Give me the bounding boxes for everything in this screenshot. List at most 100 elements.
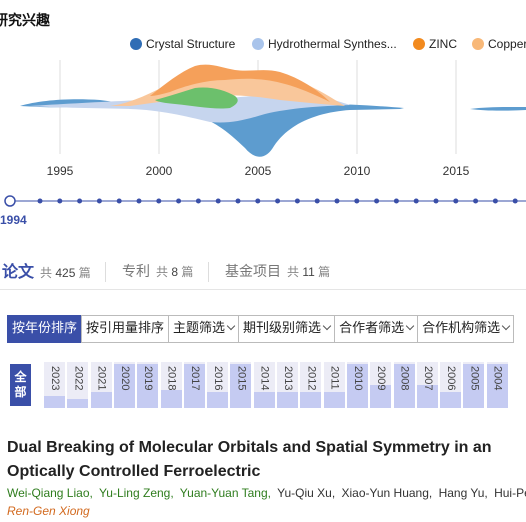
year-filter-2008[interactable]: 2008: [393, 362, 415, 408]
year-count-bar: [113, 364, 135, 408]
timeline-dot[interactable]: [37, 198, 43, 204]
paper-authors: Wei-Qiang Liao, Yu-Ling Zeng, Yuan-Yuan …: [7, 486, 526, 502]
year-count-bar: [160, 390, 182, 408]
timeline-dot[interactable]: [473, 198, 479, 204]
legend-dot-icon: [252, 38, 264, 50]
author-link[interactable]: Wei-Qiang Liao,: [7, 486, 93, 500]
axis-tick-2005: 2005: [245, 164, 272, 178]
tab-patents[interactable]: 专利 共 8 篇: [122, 261, 193, 289]
year-filter-2012[interactable]: 2012: [300, 362, 322, 408]
timeline-dot[interactable]: [136, 198, 142, 204]
timeline-dot[interactable]: [374, 198, 380, 204]
legend-item-hydrothermal[interactable]: Hydrothermal Synthes...: [252, 37, 397, 51]
year-count-bar: [67, 399, 89, 408]
year-filter-2009[interactable]: 2009: [370, 362, 392, 408]
year-filter-2015[interactable]: 2015: [230, 362, 252, 408]
year-filter-2023[interactable]: 2023: [44, 362, 65, 408]
legend-label: Hydrothermal Synthes...: [268, 37, 397, 51]
year-filter-2021[interactable]: 2021: [90, 362, 112, 408]
timeline-handle[interactable]: [4, 195, 16, 207]
year-filter-2018[interactable]: 2018: [160, 362, 182, 408]
legend-dot-icon: [472, 38, 484, 50]
year-filter-2020[interactable]: 2020: [113, 362, 135, 408]
timeline-dot[interactable]: [413, 198, 419, 204]
timeline-dot[interactable]: [512, 198, 518, 204]
year-label: 2011: [328, 366, 341, 390]
year-all-label-top: 全: [14, 370, 27, 384]
year-filter-2006[interactable]: 2006: [440, 362, 462, 408]
timeline-dot[interactable]: [433, 198, 439, 204]
author-link[interactable]: Hui-Peng: [494, 486, 526, 500]
timeline-dot[interactable]: [116, 198, 122, 204]
year-filter-2010[interactable]: 2010: [346, 362, 368, 408]
timeline-dot[interactable]: [96, 198, 102, 204]
sort-by-citation-button[interactable]: 按引用量排序: [81, 315, 170, 343]
year-label: 2022: [72, 366, 85, 391]
stream-zinc[interactable]: [150, 64, 330, 102]
author-link[interactable]: Yu-Ling Zeng,: [98, 486, 174, 500]
year-filter-2017[interactable]: 2017: [183, 362, 205, 408]
timeline-dot[interactable]: [393, 198, 399, 204]
year-label: 2018: [165, 366, 178, 391]
year-filter-2014[interactable]: 2014: [253, 362, 275, 408]
timeline-selected-year: 1994: [0, 213, 27, 227]
year-count-bar: [440, 392, 462, 408]
year-timeline[interactable]: [0, 190, 526, 212]
year-filter-2007[interactable]: 2007: [416, 362, 438, 408]
year-filter-2013[interactable]: 2013: [277, 362, 298, 408]
year-all-button[interactable]: 全 部: [10, 364, 31, 406]
year-filter-2011[interactable]: 2011: [323, 362, 345, 408]
topic-filter-dropdown[interactable]: 主题筛选: [168, 315, 240, 343]
legend-item-crystal-structure[interactable]: Crystal Structure: [130, 37, 235, 51]
timeline-dot[interactable]: [215, 198, 221, 204]
timeline-dot[interactable]: [255, 198, 261, 204]
author-link[interactable]: Xiao-Yun Huang,: [341, 486, 433, 500]
stream-hydrothermal[interactable]: [30, 94, 350, 123]
year-filter-2019[interactable]: 2019: [137, 362, 159, 408]
stream-late[interactable]: [470, 107, 526, 111]
year-filter-2022[interactable]: 2022: [67, 362, 89, 408]
timeline-dot[interactable]: [275, 198, 281, 204]
timeline-dot[interactable]: [314, 198, 320, 204]
year-label: 2005: [468, 366, 481, 391]
timeline-dot[interactable]: [334, 198, 340, 204]
corresponding-author[interactable]: Ren-Gen Xiong: [7, 504, 90, 518]
legend-dot-icon: [130, 38, 142, 50]
year-count-bar: [183, 364, 205, 408]
stream-green[interactable]: [155, 87, 238, 109]
timeline-dot[interactable]: [294, 198, 300, 204]
timeline-dot[interactable]: [195, 198, 201, 204]
sort-by-year-button[interactable]: 按年份排序: [7, 315, 83, 343]
dropdown-label: 合作机构筛选: [422, 321, 501, 336]
chevron-down-icon: [501, 321, 511, 331]
tab-fund-projects[interactable]: 基金项目 共 11 篇: [225, 261, 330, 289]
year-filter-2005[interactable]: 2005: [463, 362, 485, 408]
timeline-dot[interactable]: [354, 198, 360, 204]
author-link[interactable]: Hang Yu,: [438, 486, 488, 500]
author-link[interactable]: Yuan-Yuan Tang,: [179, 486, 271, 500]
author-link[interactable]: Yu-Qiu Xu,: [277, 486, 336, 500]
timeline-dot[interactable]: [156, 198, 162, 204]
timeline-dot[interactable]: [453, 198, 459, 204]
timeline-dot[interactable]: [176, 198, 182, 204]
chevron-down-icon: [322, 321, 332, 331]
journal-level-filter-dropdown[interactable]: 期刊级别筛选: [238, 315, 336, 343]
institution-filter-dropdown[interactable]: 合作机构筛选: [417, 315, 515, 343]
timeline-dot[interactable]: [77, 198, 83, 204]
legend-item-copper[interactable]: Copper: [472, 37, 526, 51]
year-filter-2016[interactable]: 2016: [207, 362, 229, 408]
year-filter-2004[interactable]: 2004: [486, 362, 508, 408]
year-label: 2012: [305, 366, 318, 391]
legend-item-zinc[interactable]: ZINC: [413, 37, 457, 51]
paper-title[interactable]: Dual Breaking of Molecular Orbitals and …: [7, 439, 492, 480]
timeline-dot[interactable]: [492, 198, 498, 204]
year-label: 2021: [95, 366, 108, 391]
tabs-underline: [0, 289, 526, 290]
year-label: 2016: [212, 366, 225, 391]
tab-papers[interactable]: 论文 共 425 篇: [2, 258, 91, 286]
coauthor-filter-dropdown[interactable]: 合作者筛选: [334, 315, 419, 343]
timeline-dot[interactable]: [235, 198, 241, 204]
stream-crystal-structure[interactable]: [20, 99, 404, 157]
timeline-dot[interactable]: [57, 198, 63, 204]
tab-count: 共 8 篇: [156, 265, 194, 279]
